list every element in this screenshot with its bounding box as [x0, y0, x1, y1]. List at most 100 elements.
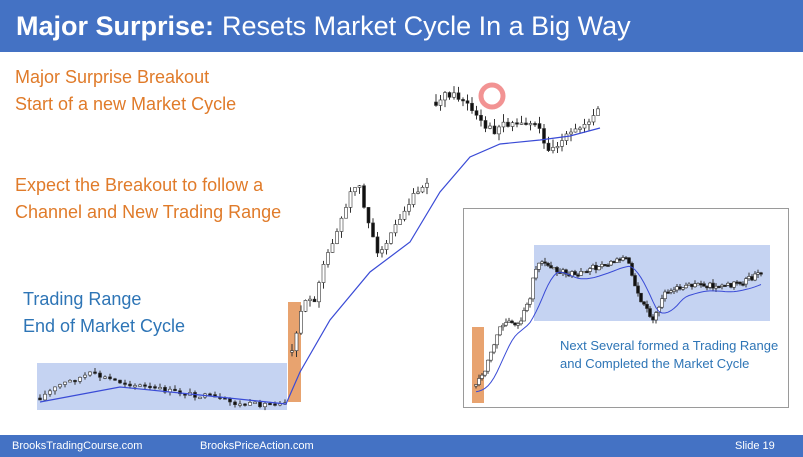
inset-bar-candle — [483, 370, 487, 376]
inset-bar-candle — [492, 344, 496, 353]
high-range-bar-candle — [551, 147, 555, 151]
inset-bar-candle — [576, 274, 580, 277]
breakout-bar-candle — [384, 243, 389, 250]
trading-range-bar-candle — [78, 376, 82, 382]
trading-range-bar-candle — [238, 403, 242, 406]
inset-bar-candle — [690, 283, 694, 288]
expect-annotation-line1: Expect the Breakout to follow a — [15, 175, 264, 195]
high-range-bar-candle — [596, 108, 600, 116]
inset-bar-candle — [714, 285, 718, 289]
breakout-bar-candle — [425, 182, 429, 188]
inset-bar-candle — [651, 316, 655, 321]
trading-range-bar-candle — [93, 371, 97, 374]
trading-range-bar-candle — [43, 393, 47, 401]
trading-range-bar-candle — [158, 387, 162, 390]
breakout-bar-candle — [411, 193, 416, 205]
trading-range-bar-candle — [48, 390, 52, 395]
inset-bar-candle — [621, 257, 625, 261]
high-range-bar-candle — [555, 146, 560, 149]
inset-bar-candle — [513, 322, 517, 326]
inset-bar-candle — [603, 264, 607, 267]
slide-footer: BrooksTradingCourse.com BrooksPriceActio… — [0, 435, 803, 457]
high-range-bar-candle — [456, 92, 461, 100]
inset-bar-candle — [585, 270, 589, 274]
high-range-bar-candle — [542, 128, 546, 144]
slide-number: Slide 19 — [735, 440, 775, 452]
inset-bar-candle — [480, 374, 484, 379]
inset-bar-candle — [495, 334, 499, 346]
trading-range-bar-candle — [73, 380, 77, 383]
inset-bar-candle — [552, 267, 556, 270]
inset-bar-candle — [594, 264, 598, 271]
high-range-bar-candle — [465, 100, 470, 104]
trading-range-bar-candle — [128, 383, 132, 387]
inset-bar-candle — [579, 271, 583, 276]
inset-bar-candle — [615, 258, 619, 263]
inset-bar-candle — [687, 283, 691, 286]
inset-bar-candle — [735, 281, 739, 284]
breakout-bar-candle — [398, 218, 402, 225]
inset-bar-candle — [759, 272, 763, 275]
high-range-bar-candle — [591, 115, 596, 123]
inset-bar-candle — [564, 269, 568, 275]
trading-range-bar-candle — [268, 403, 272, 406]
breakout-bar-candle — [407, 204, 411, 212]
trading-range-bar-candle — [98, 372, 102, 378]
high-range-bar-candle — [573, 128, 578, 133]
inset-bar-candle — [741, 283, 745, 286]
breakout-bar-candle — [389, 232, 393, 244]
trading-range-bar-candle — [113, 378, 117, 381]
high-range-bar-candle — [537, 123, 542, 129]
high-range-bar-candle — [470, 102, 474, 111]
trading-range-bar-candle — [53, 386, 57, 392]
inset-bar-candle — [501, 324, 505, 328]
trading-range-bar-candle — [228, 398, 232, 403]
inset-bar-candle — [729, 282, 733, 288]
inset-bar-candle — [750, 276, 754, 281]
trading-range-annotation: Trading Range End of Market Cycle — [23, 286, 185, 340]
inset-bar-candle — [582, 270, 586, 274]
high-range-bar-candle — [483, 120, 488, 129]
trading-range-bar-candle — [198, 396, 202, 399]
trading-range-bar-candle — [118, 379, 122, 384]
inset-bar-candle — [525, 303, 529, 311]
inset-bar-candle — [618, 258, 622, 261]
high-range-bar-candle — [443, 92, 447, 101]
high-range-bar-candle — [447, 92, 452, 98]
breakout-bar-candle — [344, 207, 348, 219]
trading-range-bar-candle — [68, 380, 72, 383]
breakout-annotation-line2: Start of a new Market Cycle — [15, 94, 237, 114]
inset-bar-candle — [498, 326, 502, 336]
trading-range-bar-candle — [233, 401, 237, 405]
inset-bar-candle — [699, 283, 703, 286]
breakout-bar-candle — [380, 249, 384, 254]
trading-range-bar-candle — [58, 384, 62, 388]
inset-price-chart — [472, 245, 770, 403]
high-range-bar-candle — [492, 125, 497, 135]
inset-bar-candle — [726, 282, 730, 286]
breakout-bar-candle — [339, 217, 344, 232]
trading-range-bar-candle — [123, 382, 127, 385]
expect-annotation-line2: Channel and New Trading Range — [15, 202, 282, 222]
inset-bar-candle — [630, 263, 634, 276]
high-range-bar-candle — [434, 101, 438, 106]
breakout-bar-candle — [366, 207, 371, 224]
inset-bar-candle — [747, 276, 751, 279]
footer-left-site: BrooksTradingCourse.com — [12, 440, 143, 452]
high-range-bar-candle — [533, 123, 537, 126]
inset-bar-candle — [732, 281, 736, 288]
high-range-bar-candle — [510, 122, 515, 127]
trading-range-bar-candle — [163, 387, 167, 393]
inset-bar-candle — [648, 308, 652, 317]
breakout-bar-candle — [362, 185, 366, 208]
inset-bar-candle — [654, 312, 658, 321]
inset-bar-candle — [693, 283, 697, 288]
main-price-chart — [37, 82, 601, 411]
breakout-bar-candle — [420, 187, 425, 193]
inset-bar-candle — [606, 264, 610, 267]
surprise-circle-marker — [478, 82, 506, 110]
breakout-bar-candle — [353, 187, 357, 193]
expect-annotation: Expect the Breakout to follow a Channel … — [15, 172, 281, 226]
trading-range-box — [37, 363, 287, 410]
inset-bar-candle — [540, 261, 544, 264]
